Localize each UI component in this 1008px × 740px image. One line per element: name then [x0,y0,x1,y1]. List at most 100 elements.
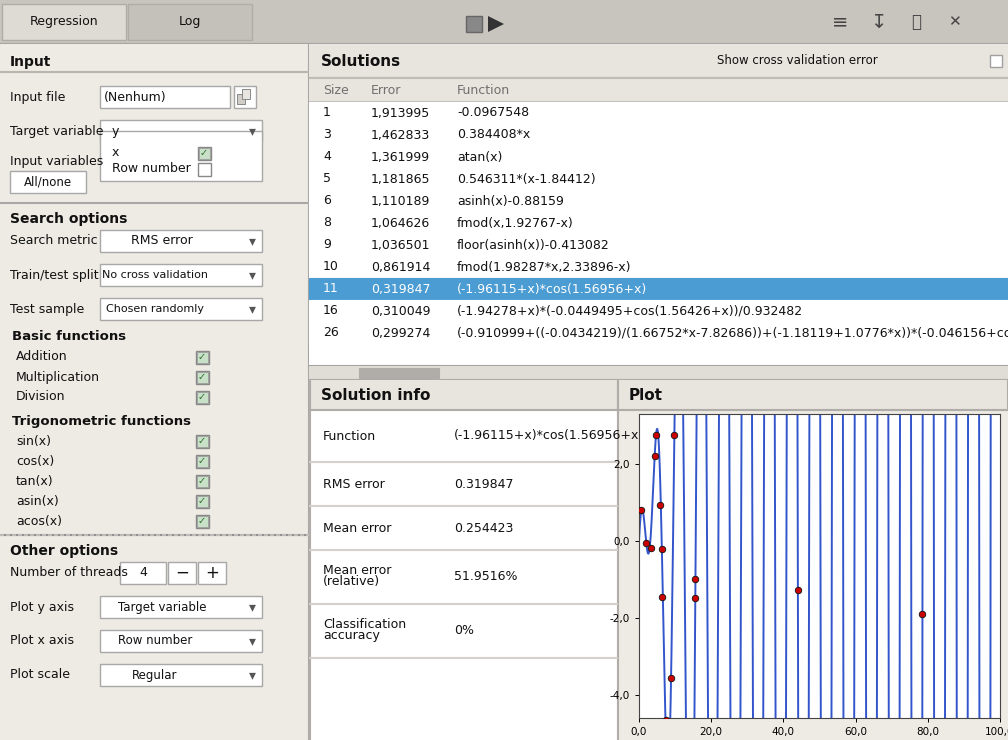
Text: Plot y axis: Plot y axis [10,600,74,613]
Bar [196,475,209,488]
Bar [197,476,208,487]
Bar [309,168,1008,169]
Bar [309,77,1008,78]
Bar [126,534,129,535]
Bar [72,534,75,535]
Point [766,198,782,209]
Bar [270,534,273,535]
Text: atan(x): atan(x) [457,150,502,164]
Text: (-1.96115+x)*cos(1.56956+x): (-1.96115+x)*cos(1.56956+x) [457,283,647,295]
Bar [42,534,45,535]
Point [790,585,806,596]
Bar [309,212,1008,213]
Bar [196,495,209,508]
Text: RMS error: RMS error [131,235,193,247]
Bar [100,298,262,320]
Point [643,542,659,554]
Bar [132,534,135,535]
Bar [242,89,250,99]
Text: ✓: ✓ [200,148,208,158]
Bar [0,534,3,535]
Bar [198,163,211,176]
Bar [90,534,93,535]
Bar [309,409,617,410]
Text: Show cross validation error: Show cross validation error [718,55,878,67]
Point [657,714,673,726]
Text: Chosen randomly: Chosen randomly [106,304,204,314]
Text: 0.319847: 0.319847 [454,477,513,491]
Point [847,299,863,311]
Text: ✓: ✓ [198,496,206,506]
Bar [196,435,209,448]
Bar [100,264,262,286]
Bar [100,131,262,181]
Bar [2,4,126,40]
Bar [309,78,1008,102]
Text: 0,861914: 0,861914 [371,260,430,274]
Text: 1,181865: 1,181865 [371,172,430,186]
Bar [180,534,183,535]
Text: 0,299274: 0,299274 [371,326,430,340]
Bar [30,534,33,535]
Bar [617,380,1008,410]
Bar [309,190,1008,212]
Bar [196,351,209,364]
Text: ▾: ▾ [249,234,255,248]
Text: ✕: ✕ [948,15,961,30]
Bar [309,101,1008,102]
Text: ▾: ▾ [249,668,255,682]
Text: (relative): (relative) [323,576,380,588]
Bar [309,234,1008,256]
Point [652,500,668,511]
Text: 0.384408*x: 0.384408*x [457,129,530,141]
Bar [120,534,123,535]
Text: 0.546311*(x-1.84412): 0.546311*(x-1.84412) [457,172,596,186]
Bar [66,534,69,535]
Bar [234,86,256,108]
Text: 11: 11 [323,283,339,295]
Text: Mean error: Mean error [323,522,391,534]
Bar [309,146,1008,168]
Text: ✓: ✓ [198,436,206,446]
Polygon shape [488,16,504,32]
Bar [102,534,105,535]
Bar [309,44,1008,740]
Text: asinh(x)-0.88159: asinh(x)-0.88159 [457,195,563,207]
Bar [282,534,285,535]
Text: Function: Function [457,84,510,96]
Bar [192,534,195,535]
Text: Error: Error [371,84,401,96]
Text: Solutions: Solutions [321,53,401,69]
Text: Train/test split: Train/test split [10,269,99,281]
Text: 6: 6 [323,195,331,207]
Bar [198,147,211,160]
Point [666,430,682,442]
Text: 1,036501: 1,036501 [371,238,430,252]
Text: Regression: Regression [29,16,99,29]
Text: 5: 5 [323,172,331,186]
Point [663,673,679,684]
Text: (-1.96115+x)*cos(1.56956+x): (-1.96115+x)*cos(1.56956+x) [454,429,644,443]
Bar [84,534,87,535]
Text: 0%: 0% [454,625,474,637]
Text: asin(x): asin(x) [16,494,58,508]
Text: 16: 16 [323,304,339,317]
Bar [309,380,617,410]
Point [733,730,749,740]
Bar [276,534,279,535]
Text: Size: Size [323,84,349,96]
Bar [359,368,439,378]
Point [672,243,688,255]
Bar [156,534,159,535]
Bar [309,365,1008,366]
Bar [197,456,208,467]
Point [697,130,713,142]
Text: All/none: All/none [24,175,72,189]
Bar [309,256,1008,257]
Text: Basic functions: Basic functions [12,331,126,343]
Text: Number of threads: Number of threads [10,567,128,579]
Bar [288,534,291,535]
Text: accuracy: accuracy [323,630,380,642]
Text: Search options: Search options [10,212,127,226]
Bar [197,436,208,447]
